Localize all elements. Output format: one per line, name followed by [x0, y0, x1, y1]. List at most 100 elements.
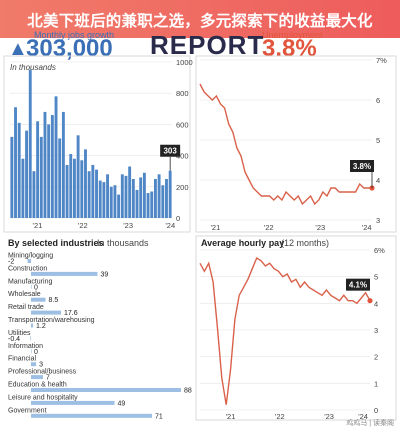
unemp-series-line [199, 83, 372, 206]
unemployment-value: 3.8% [262, 35, 317, 62]
unemp-y-tick: 5 [376, 136, 380, 145]
jobs-bar [165, 179, 168, 218]
jobs-growth-label: Monthly jobs growth [34, 30, 115, 40]
industry-value-label: 39 [100, 271, 108, 278]
jobs-bar [157, 174, 161, 218]
report-word: REPORT [150, 30, 265, 60]
pay-y-tick: 6% [374, 246, 385, 255]
jobs-bar [117, 194, 121, 218]
industry-bar [31, 349, 32, 354]
industry-label: Mining/logging [8, 253, 53, 260]
industry-value-label: 1.2 [36, 323, 46, 330]
jobs-bar [47, 124, 51, 218]
unemployment-panel-frame [195, 55, 397, 233]
unemp-y-tick: 6 [376, 96, 380, 105]
jobs-bar [25, 130, 29, 218]
pay-last-point [367, 298, 373, 304]
jobs-y-tick: 600 [176, 120, 189, 129]
industry-value-label: -2 [8, 259, 14, 266]
industry-label: Manufacturing [8, 278, 52, 285]
jobs-bar [28, 69, 32, 218]
jobs-bar [139, 177, 143, 218]
jobs-bar [69, 154, 73, 218]
jobs-bar [36, 121, 40, 218]
jobs-bar [95, 169, 98, 218]
industry-label: Professional/business [8, 369, 77, 376]
jobs-bar [10, 136, 14, 218]
pay-callout-box [346, 278, 370, 291]
industry-label: Education & health [8, 382, 67, 389]
jobs-subtitle: In thousands [10, 63, 56, 72]
title-banner: 北美下班后的兼职之选，多元探索下的收益最大化 [0, 0, 400, 38]
industry-value-label: 7 [46, 375, 50, 382]
jobs-bar [58, 138, 62, 218]
pay-subtitle: (12 months) [281, 238, 329, 248]
industry-bar-chart: By selected industries In thousands Mini… [8, 238, 192, 420]
industry-subtitle: In thousands [97, 238, 149, 248]
jobs-bar [109, 186, 113, 218]
jobs-growth-arrow: ▲ [8, 38, 28, 60]
pay-x-tick: '23 [324, 412, 334, 421]
jobs-y-tick: 1000 [176, 58, 193, 67]
jobs-bar [80, 160, 84, 218]
industry-value-label: -0.4 [8, 336, 20, 343]
jobs-bar [21, 158, 25, 218]
unemp-y-tick: 3 [376, 216, 380, 225]
industry-bar [30, 336, 31, 341]
jobs-y-tick: 800 [176, 89, 189, 98]
industry-label: Transportation/warehousing [8, 317, 95, 324]
jobs-growth-value: 303,000 [26, 35, 113, 62]
watermark: 鸡鸡马 | 读秦阁 [346, 420, 394, 427]
pay-series-line [199, 256, 371, 405]
industry-value-label: 17.6 [64, 310, 78, 317]
industry-value-label: 49 [118, 400, 126, 407]
jobs-bar [14, 107, 17, 218]
jobs-y-tick: 0 [176, 214, 180, 223]
industry-bar [31, 284, 32, 289]
industry-bar [31, 362, 37, 367]
industry-label: Government [8, 407, 47, 414]
industry-value-label: 8.5 [48, 297, 58, 304]
pay-title: Average hourly pay [201, 238, 284, 248]
industry-value-label: 88 [184, 388, 192, 395]
industry-bar [31, 388, 181, 392]
jobs-bar [120, 174, 124, 218]
jobs-y-tick: 400 [176, 152, 189, 161]
industry-value-label: 0 [34, 349, 38, 356]
unemp-callout-label: 3.8% [353, 162, 371, 171]
banner-title: 北美下班后的兼职之选，多元探索下的收益最大化 [27, 12, 373, 30]
jobs-bar [84, 149, 87, 218]
jobs-bar [150, 191, 154, 218]
industry-label: Utilities [8, 330, 31, 337]
jobs-x-tick: '22 [78, 221, 88, 230]
jobs-bar [91, 164, 95, 218]
unemp-x-tick: '21 [210, 223, 220, 232]
jobs-panel-frame [3, 55, 191, 233]
pay-y-tick: 0 [374, 406, 378, 415]
jobs-bar [87, 171, 91, 218]
jobs-bar [32, 171, 36, 218]
jobs-bar [102, 182, 106, 218]
unemp-x-tick: '23 [315, 223, 325, 232]
industry-value-label: 3 [39, 362, 43, 369]
jobs-y-tick: 200 [176, 183, 189, 192]
jobs-bar [146, 193, 150, 218]
industry-title: By selected industries [8, 238, 104, 248]
industry-label: Leisure and hospitality [8, 394, 78, 401]
jobs-bar [161, 185, 165, 218]
jobs-callout-box [160, 144, 181, 157]
hourly-pay-line-chart: Average hourly pay (12 months) 0 1 2 3 4 5 6% 4… [199, 238, 385, 421]
industry-label: Construction [8, 265, 47, 272]
jobs-x-tick: '23 [123, 221, 133, 230]
unemployment-line-chart: 3 4 5 6 7% 3.8% '21 '22 '23 '24 [199, 56, 387, 232]
jobs-bar [17, 122, 21, 218]
hourly-panel-frame [195, 235, 397, 421]
jobs-bar [54, 96, 58, 218]
jobs-bar-chart: In thousands 0 200 400 600 800 1000 '21 '22 '23 '… [10, 58, 193, 230]
industry-bar [31, 400, 115, 405]
jobs-bar [39, 136, 43, 218]
pay-y-tick: 2 [374, 353, 378, 362]
industry-bar [31, 375, 43, 380]
jobs-bar [135, 189, 139, 218]
